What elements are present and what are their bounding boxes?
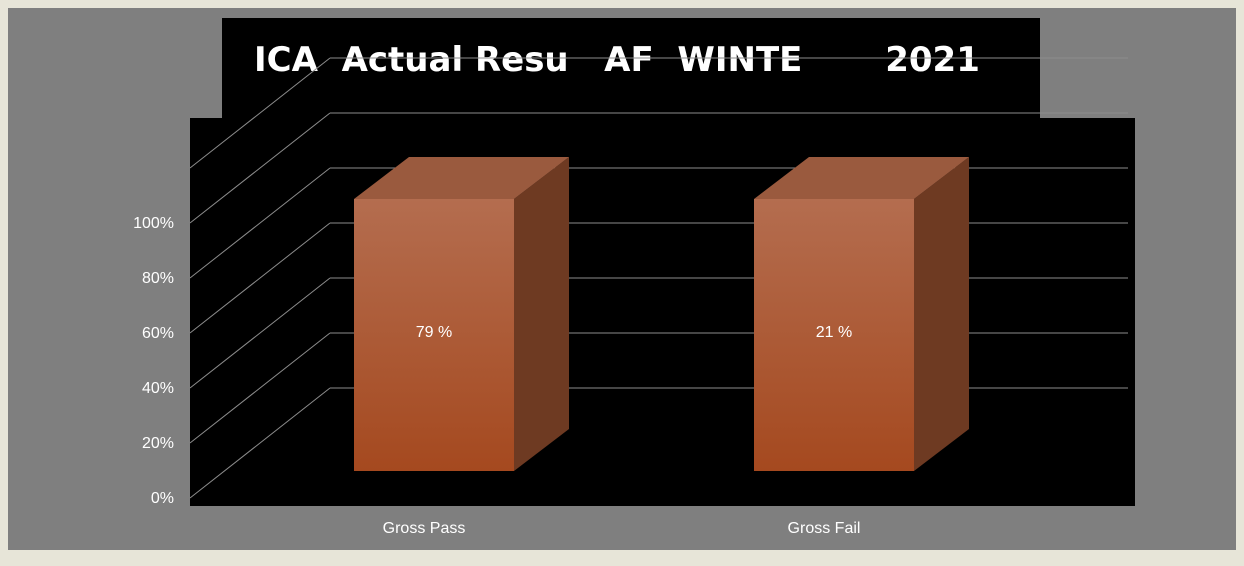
y-tick-label: 80% (142, 270, 174, 287)
x-tick-label: Gross Pass (383, 520, 466, 537)
y-tick-label: 20% (142, 435, 174, 452)
gridline-side (189, 277, 331, 389)
bar-top (354, 157, 569, 199)
title-box: ICA Actual Resu AF WINTE 2021 (222, 18, 1040, 118)
y-tick-label: 100% (133, 215, 174, 232)
y-tick-label: 0% (151, 490, 174, 507)
gridline-side (189, 222, 331, 334)
gridline-side (189, 332, 331, 444)
gridline-side (189, 57, 331, 169)
bar (754, 199, 914, 471)
bar (354, 199, 514, 471)
chart-frame: ICA Actual Resu AF WINTE 2021 0% 20% 40% 60… (8, 8, 1236, 550)
chart-svg: 0% 20% 40% 60% 80% 100% 79 % Gross Pass 21 % Gros… (133, 57, 1128, 537)
data-label: 79 % (416, 324, 452, 341)
bar-top (754, 157, 969, 199)
y-tick-label: 60% (142, 325, 174, 342)
data-label: 21 % (816, 324, 852, 341)
x-tick-label: Gross Fail (788, 520, 861, 537)
gridline-side (189, 112, 331, 224)
gridline-side (189, 167, 331, 279)
bar-side (514, 157, 569, 471)
bar-side (914, 157, 969, 471)
y-tick-label: 40% (142, 380, 174, 397)
plot-area (190, 118, 1135, 506)
gridline-side (189, 387, 331, 499)
chart-title: ICA Actual Resu AF WINTE 2021 (254, 40, 980, 80)
